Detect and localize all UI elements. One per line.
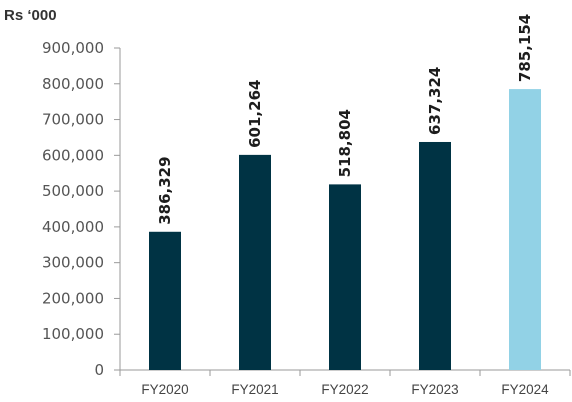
data-label: 386,329 (156, 156, 174, 224)
data-label: 785,154 (516, 14, 534, 82)
x-tick-label: FY2022 (321, 382, 368, 397)
data-label: 637,324 (426, 67, 444, 135)
bar-fy2020 (149, 231, 181, 370)
data-label: 518,804 (336, 109, 354, 177)
y-tick-label: 0 (94, 361, 104, 379)
bar-fy2023 (419, 141, 451, 370)
bar-fy2024 (509, 89, 541, 370)
data-labels: 386,329 601,264 518,804 637,324 785,154 (156, 14, 534, 225)
y-tick-label: 500,000 (42, 182, 104, 200)
y-axis-unit-label: Rs ‘000 (4, 7, 57, 24)
bars (149, 89, 541, 370)
x-tick-label: FY2024 (501, 382, 549, 397)
bar-fy2021 (239, 154, 271, 370)
y-tick-label: 300,000 (42, 254, 104, 272)
data-label: 601,264 (246, 80, 264, 148)
x-tick-label: FY2021 (231, 382, 278, 397)
y-tick-label: 200,000 (42, 289, 104, 307)
y-tick-label: 600,000 (42, 146, 104, 164)
x-tick-label: FY2023 (411, 382, 458, 397)
y-tick-label: 100,000 (42, 325, 104, 343)
y-tick-label: 800,000 (42, 75, 104, 93)
bar-fy2022 (329, 184, 361, 370)
y-tick-label: 700,000 (42, 111, 104, 129)
x-tick-label: FY2020 (141, 382, 188, 397)
x-axis: FY2020 FY2021 FY2022 FY2023 FY2024 (119, 369, 571, 397)
y-tick-label: 400,000 (42, 218, 104, 236)
y-tick-label: 900,000 (42, 39, 104, 57)
y-axis: 0 100,000 200,000 300,000 400,000 500,000 600,… (42, 39, 121, 379)
